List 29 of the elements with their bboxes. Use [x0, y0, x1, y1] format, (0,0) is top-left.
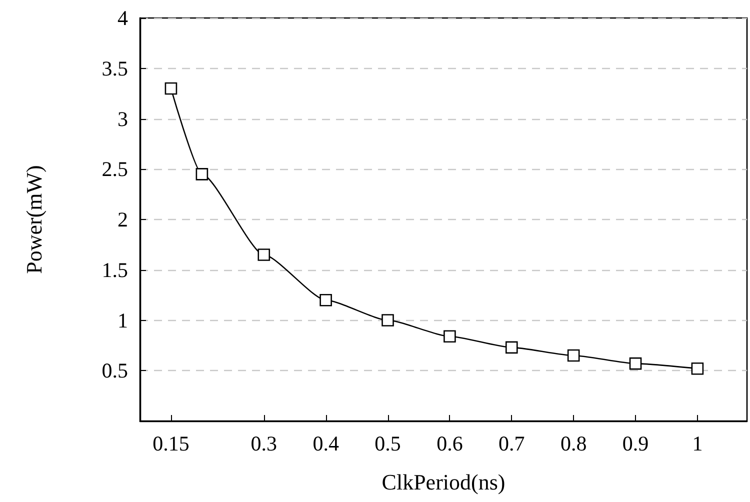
x-tick-label: 0.15	[152, 432, 190, 456]
point	[444, 330, 456, 343]
x-tick-label: 0.8	[560, 432, 587, 456]
y-axis-title: Power(mW)	[22, 165, 46, 274]
x-tick-label: 0.3	[250, 432, 278, 456]
y-tick-label: 0.5	[102, 358, 128, 383]
y-tick-label: 2.5	[102, 157, 128, 182]
y-tick-label: 1.5	[102, 258, 128, 282]
x-axis-title: ClkPeriod(ns)	[382, 470, 506, 494]
x-tick-label: 1	[692, 432, 703, 456]
x-tick-label: 0.9	[622, 432, 649, 456]
y-tick-label: 1	[118, 308, 128, 332]
point	[258, 248, 270, 261]
point	[691, 362, 704, 375]
y-tick-label: 4	[118, 6, 128, 30]
point	[164, 82, 178, 95]
x-tick-label: 0.7	[498, 432, 525, 456]
y-tick-label: 3.5	[102, 56, 128, 80]
point	[567, 349, 580, 362]
x-tick-label: 0.5	[374, 432, 401, 456]
x-tick-label: 0.6	[436, 432, 463, 456]
point	[382, 314, 394, 326]
point	[196, 168, 208, 180]
x-tick-label: 0.4	[312, 432, 340, 456]
point	[505, 341, 518, 354]
point	[629, 357, 642, 370]
point	[320, 294, 332, 306]
y-tick-label: 3	[118, 106, 128, 131]
y-tick-label: 2	[118, 208, 128, 232]
